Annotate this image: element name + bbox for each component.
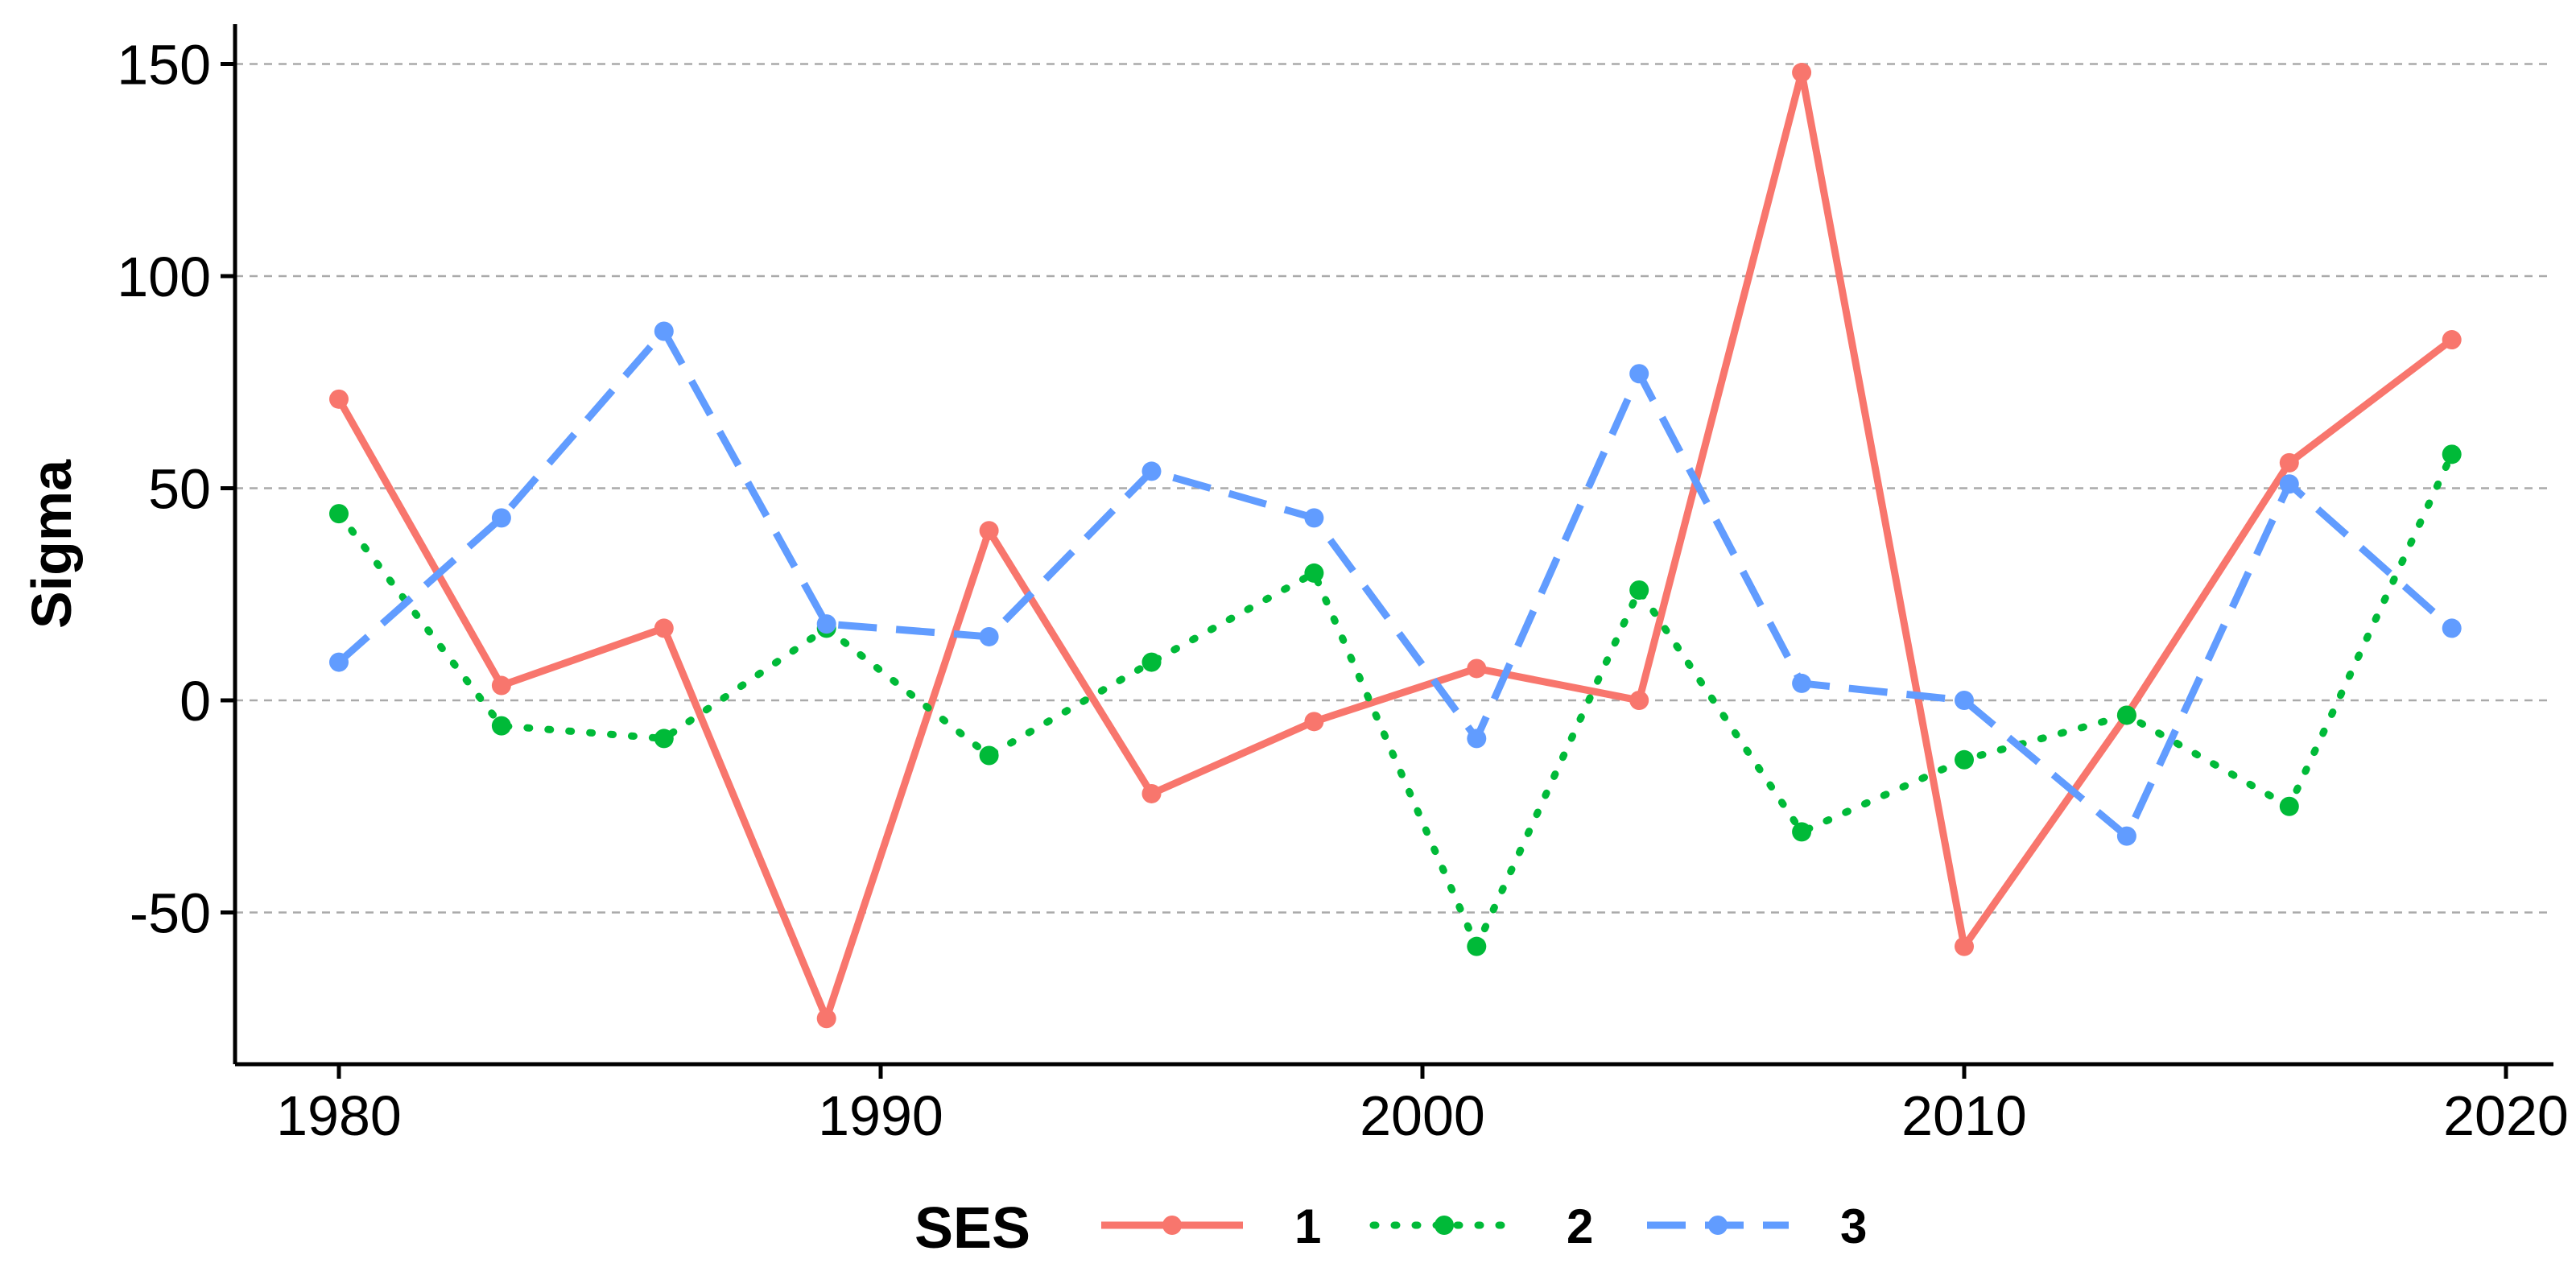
data-point: [654, 321, 674, 341]
axes: [233, 24, 2553, 1067]
data-point: [1304, 508, 1324, 528]
data-point: [1955, 936, 1974, 956]
data-point: [1792, 822, 1812, 842]
x-tick-label: 2000: [1360, 1084, 1485, 1147]
y-tick-label: 100: [117, 246, 211, 308]
data-point: [491, 675, 511, 696]
y-tick-label: -50: [130, 882, 211, 945]
legend-item-1: 1: [1101, 1199, 1321, 1253]
legend-item-2: 2: [1369, 1199, 1593, 1253]
data-point: [2442, 330, 2462, 350]
data-point: [491, 716, 511, 736]
data-point: [2279, 474, 2299, 494]
y-tick-label: 50: [148, 458, 211, 521]
legend-title: SES: [914, 1196, 1030, 1261]
data-point: [1955, 691, 1974, 710]
legend-item-3: 3: [1647, 1199, 1867, 1253]
data-point: [1629, 580, 1649, 600]
legend-label: 2: [1567, 1199, 1593, 1253]
series-line: [336, 328, 2454, 840]
data-point: [979, 521, 999, 541]
x-tick-label: 2020: [2443, 1084, 2569, 1147]
data-point: [1467, 658, 1487, 679]
data-point: [329, 504, 349, 524]
data-point: [1467, 729, 1487, 749]
legend: SES 1 2 3: [914, 1196, 1867, 1261]
y-ticks: -50 0 50 100 150: [117, 34, 235, 945]
gridlines: [235, 63, 2553, 914]
y-axis-title: Sigma: [20, 459, 83, 629]
data-point: [2442, 444, 2462, 464]
data-point: [491, 508, 511, 528]
x-tick-label: 1980: [276, 1084, 402, 1147]
data-point: [2279, 796, 2299, 816]
data-point: [1304, 563, 1324, 583]
y-tick-label: 0: [180, 670, 211, 733]
data-point: [1955, 749, 1974, 770]
data-point: [654, 618, 674, 638]
legend-label: 3: [1840, 1199, 1867, 1253]
data-point: [1792, 673, 1812, 693]
data-point: [2116, 705, 2136, 725]
data-point: [1629, 691, 1649, 710]
data-point: [1629, 364, 1649, 384]
series-line: [335, 450, 2456, 951]
data-point: [329, 652, 349, 672]
legend-key-point: [1435, 1216, 1454, 1235]
x-tick-label: 2010: [1901, 1084, 2027, 1147]
legend-key-point: [1162, 1216, 1182, 1235]
x-tick-label: 1990: [818, 1084, 943, 1147]
data-point: [1141, 461, 1162, 481]
data-point: [329, 389, 349, 409]
legend-label: 1: [1294, 1199, 1321, 1253]
data-point: [2116, 826, 2136, 846]
legend-key-point: [1708, 1216, 1728, 1235]
x-ticks: 1980 1990 2000 2010 2020: [276, 1064, 2569, 1147]
y-tick-label: 150: [117, 34, 211, 97]
data-point: [1792, 63, 1812, 83]
series-1: [329, 63, 2462, 1029]
data-point: [979, 745, 999, 766]
data-point: [1141, 783, 1162, 803]
data-point: [2442, 618, 2462, 638]
data-point: [816, 614, 836, 634]
series-3: [329, 321, 2462, 846]
data-point: [1467, 936, 1487, 956]
data-point: [2279, 452, 2299, 473]
data-point: [979, 626, 999, 646]
series: [329, 63, 2462, 1029]
data-point: [816, 1009, 836, 1029]
data-point: [654, 729, 674, 749]
data-point: [1141, 652, 1162, 672]
data-point: [1304, 712, 1324, 732]
series-line: [336, 68, 2454, 1022]
